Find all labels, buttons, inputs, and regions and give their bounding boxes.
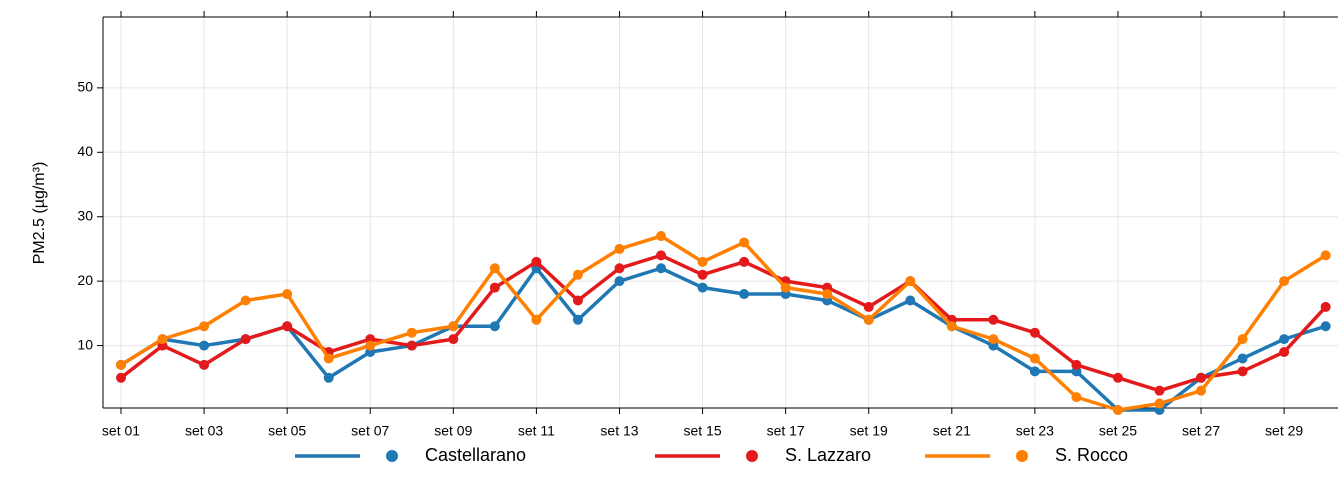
point	[1279, 276, 1290, 287]
point	[1029, 327, 1040, 338]
point	[157, 334, 168, 345]
x-tick-label: set 07	[351, 423, 389, 439]
x-tick-label: set 23	[1016, 423, 1054, 439]
x-tick-label: set 03	[185, 423, 223, 439]
point	[1237, 366, 1248, 377]
y-axis-label: PM2.5 (µg/m³)	[31, 162, 48, 265]
point	[863, 314, 874, 325]
point	[199, 321, 210, 332]
point	[1279, 334, 1290, 345]
point	[116, 359, 126, 370]
point	[489, 263, 500, 274]
point	[1071, 392, 1082, 403]
point	[656, 250, 667, 261]
legend-dot	[386, 450, 398, 462]
point	[1320, 250, 1331, 261]
point	[406, 340, 417, 351]
point	[614, 243, 625, 254]
legend-label: S. Lazzaro	[785, 445, 871, 465]
point	[323, 372, 334, 383]
x-tick-label: set 19	[850, 423, 888, 439]
point	[365, 340, 376, 351]
point	[697, 256, 708, 267]
point	[489, 282, 500, 293]
point	[406, 327, 417, 338]
series-line	[120, 266, 1327, 412]
series-line	[119, 253, 1327, 393]
point	[572, 269, 583, 280]
y-tick-label: 30	[77, 207, 93, 223]
point	[489, 321, 500, 332]
point	[656, 263, 667, 274]
point	[1112, 372, 1123, 383]
point	[1196, 372, 1207, 383]
point	[1154, 398, 1165, 409]
y-tick-label: 10	[77, 336, 93, 352]
point	[1320, 321, 1331, 332]
y-tick-label: 20	[77, 272, 93, 288]
legend-label: Castellarano	[425, 445, 526, 465]
point	[448, 334, 459, 345]
legend-dot	[746, 450, 758, 462]
legend-label: S. Rocco	[1055, 445, 1128, 465]
x-tick-label: set 17	[767, 423, 805, 439]
y-tick-label: 50	[77, 79, 93, 95]
point	[572, 314, 583, 325]
x-tick-label: set 05	[268, 423, 306, 439]
point	[282, 321, 293, 332]
x-tick-label: set 11	[518, 423, 555, 439]
point	[905, 276, 916, 287]
point	[323, 353, 334, 364]
point	[739, 237, 750, 248]
point	[1279, 347, 1290, 358]
point	[531, 256, 542, 267]
point	[240, 334, 251, 345]
point	[780, 282, 791, 293]
point	[448, 321, 459, 332]
point	[656, 231, 667, 242]
x-tick-label: set 29	[1265, 423, 1303, 439]
point	[282, 289, 293, 300]
point	[1112, 405, 1123, 415]
point	[739, 289, 750, 300]
point	[739, 256, 750, 267]
point	[1196, 385, 1207, 396]
point	[905, 295, 916, 306]
series-line	[120, 234, 1327, 412]
y-tick-label: 40	[77, 143, 93, 159]
x-tick-label: set 01	[102, 423, 140, 439]
x-tick-label: set 15	[683, 423, 721, 439]
point	[1237, 334, 1248, 345]
point	[572, 295, 583, 306]
point	[116, 372, 126, 383]
point	[863, 301, 874, 312]
x-tick-label: set 27	[1182, 423, 1220, 439]
point	[1029, 353, 1040, 364]
x-tick-label: set 25	[1099, 423, 1137, 439]
x-tick-label: set 09	[434, 423, 472, 439]
x-tick-label: set 21	[933, 423, 971, 439]
point	[199, 340, 210, 351]
point	[988, 314, 999, 325]
point	[240, 295, 251, 306]
point	[1320, 301, 1331, 312]
point	[822, 289, 833, 300]
point	[1237, 353, 1248, 364]
point	[697, 269, 708, 280]
point	[1154, 385, 1165, 396]
point	[697, 282, 708, 293]
x-tick-label: set 13	[600, 423, 638, 439]
point	[199, 359, 210, 370]
legend-dot	[1016, 450, 1028, 462]
point	[988, 334, 999, 345]
point	[614, 276, 625, 287]
point	[1029, 366, 1040, 377]
point	[1071, 359, 1082, 370]
point	[614, 263, 625, 274]
point	[531, 314, 542, 325]
point	[946, 321, 957, 332]
